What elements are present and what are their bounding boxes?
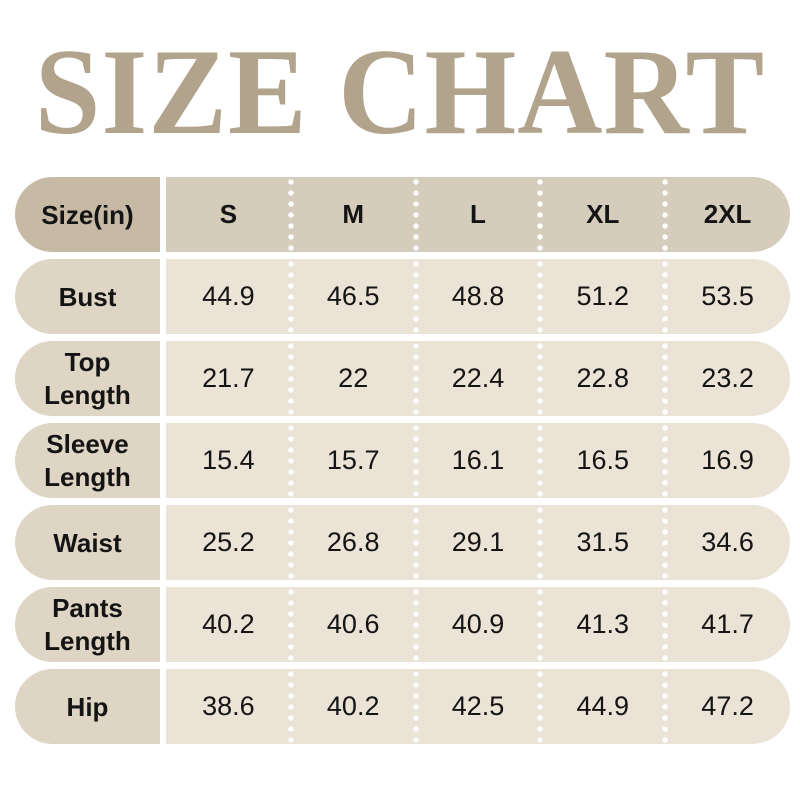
row-label: Waist <box>15 505 160 581</box>
row-values: 25.2 26.8 29.1 31.5 34.6 <box>166 505 790 581</box>
header-columns: S M L XL 2XL <box>166 177 790 253</box>
table-cell: 22 <box>287 341 416 417</box>
row-label: Pants Length <box>15 587 160 663</box>
table-cell: 46.5 <box>287 259 416 335</box>
table-cell: 40.6 <box>287 587 416 663</box>
row-label: Bust <box>15 259 160 335</box>
column-header-2xl: 2XL <box>662 177 790 253</box>
row-values: 21.7 22 22.4 22.8 23.2 <box>166 341 790 417</box>
table-row-waist: Waist 25.2 26.8 29.1 31.5 34.6 <box>15 505 790 581</box>
table-cell: 16.9 <box>662 423 790 499</box>
table-row-pants-length: Pants Length 40.2 40.6 40.9 41.3 41.7 <box>15 587 790 663</box>
table-row-sleeve-length: Sleeve Length 15.4 15.7 16.1 16.5 16.9 <box>15 423 790 499</box>
table-cell: 41.7 <box>662 587 790 663</box>
table-cell: 31.5 <box>537 505 665 581</box>
table-cell: 44.9 <box>202 281 255 312</box>
row-label: Sleeve Length <box>15 423 160 499</box>
column-header-l: L <box>412 177 541 253</box>
table-cell: 40.9 <box>412 587 541 663</box>
table-cell: 53.5 <box>662 259 790 335</box>
column-header-m: M <box>287 177 416 253</box>
table-cell: 15.7 <box>287 423 416 499</box>
table-cell: 25.2 <box>202 527 255 558</box>
row-values: 38.6 40.2 42.5 44.9 47.2 <box>166 669 790 745</box>
table-cell: 22.8 <box>537 341 665 417</box>
table-cell: 40.2 <box>287 669 416 745</box>
table-cell: 48.8 <box>412 259 541 335</box>
table-cell: 21.7 <box>202 363 255 394</box>
header-row: Size(in) S M L XL 2XL <box>15 177 790 253</box>
row-values: 15.4 15.7 16.1 16.5 16.9 <box>166 423 790 499</box>
table-row-top-length: Top Length 21.7 22 22.4 22.8 23.2 <box>15 341 790 417</box>
table-cell: 38.6 <box>202 691 255 722</box>
size-chart-table: Size(in) S M L XL 2XL Bust 44.9 46.5 48.… <box>15 177 790 745</box>
table-cell: 42.5 <box>412 669 541 745</box>
corner-header-cell: Size(in) <box>15 177 160 253</box>
table-cell: 47.2 <box>662 669 790 745</box>
table-cell: 15.4 <box>202 445 255 476</box>
table-cell: 40.2 <box>202 609 255 640</box>
column-header-s: S <box>219 199 238 230</box>
row-label: Hip <box>15 669 160 745</box>
table-cell: 29.1 <box>412 505 541 581</box>
table-row-bust: Bust 44.9 46.5 48.8 51.2 53.5 <box>15 259 790 335</box>
row-values: 44.9 46.5 48.8 51.2 53.5 <box>166 259 790 335</box>
row-values: 40.2 40.6 40.9 41.3 41.7 <box>166 587 790 663</box>
table-cell: 41.3 <box>537 587 665 663</box>
table-cell: 23.2 <box>662 341 790 417</box>
row-label: Top Length <box>15 341 160 417</box>
table-cell: 16.1 <box>412 423 541 499</box>
table-cell: 26.8 <box>287 505 416 581</box>
column-header-xl: XL <box>537 177 665 253</box>
page-title: SIZE CHART <box>34 23 766 161</box>
table-cell: 51.2 <box>537 259 665 335</box>
table-row-hip: Hip 38.6 40.2 42.5 44.9 47.2 <box>15 669 790 745</box>
table-cell: 44.9 <box>537 669 665 745</box>
table-cell: 34.6 <box>662 505 790 581</box>
table-cell: 16.5 <box>537 423 665 499</box>
table-cell: 22.4 <box>412 341 541 417</box>
